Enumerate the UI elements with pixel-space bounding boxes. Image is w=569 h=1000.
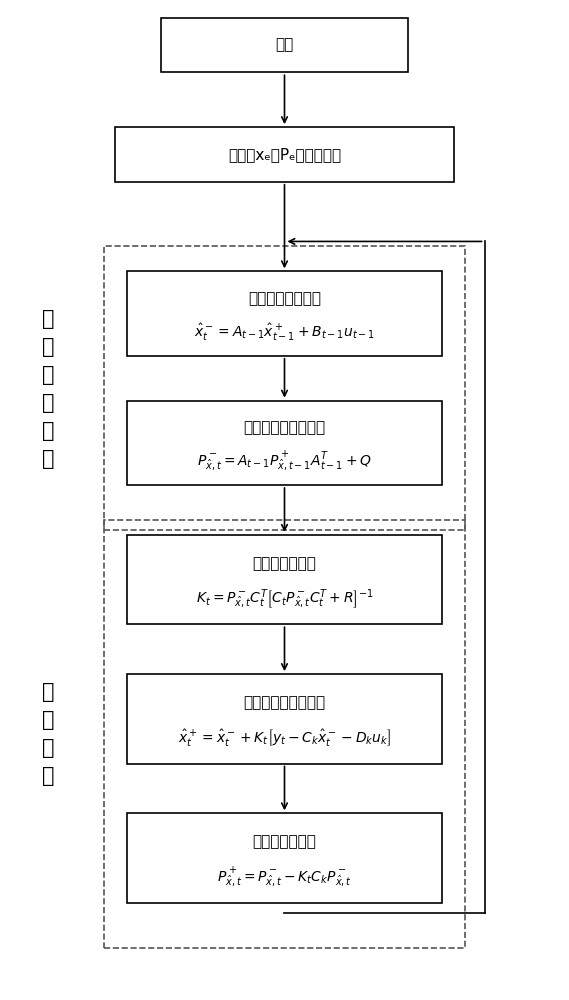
- Bar: [160, 18, 409, 72]
- Text: 向前推算状态变量: 向前推算状态变量: [248, 291, 321, 306]
- Text: 更新误差协方差: 更新误差协方差: [253, 834, 316, 849]
- Text: 状
态
时
间
更
新: 状 态 时 间 更 新: [42, 309, 54, 469]
- Bar: [127, 674, 442, 764]
- Bar: [104, 520, 465, 948]
- Text: 由观测值更新估计值: 由观测值更新估计值: [244, 695, 325, 710]
- Text: $\hat{x}^-_t = A_{t-1}\hat{x}^+_{t-1} + B_{t-1}u_{t-1}$: $\hat{x}^-_t = A_{t-1}\hat{x}^+_{t-1} + …: [194, 322, 375, 343]
- Bar: [104, 246, 465, 530]
- Text: 向前推算误差协方差: 向前推算误差协方差: [244, 420, 325, 435]
- Text: $K_t = P^-_{\hat{x},t}C^T_t\left[C_t P^-_{\hat{x},t}C^T_t + R\right]^{-1}$: $K_t = P^-_{\hat{x},t}C^T_t\left[C_t P^-…: [196, 588, 373, 611]
- Bar: [127, 401, 442, 485]
- Text: $P^-_{\hat{x},t} = A_{t-1}P^+_{\hat{x},t-1}A^T_{t-1} + Q$: $P^-_{\hat{x},t} = A_{t-1}P^+_{\hat{x},t…: [197, 450, 372, 473]
- Text: 量
测
更
新: 量 测 更 新: [42, 682, 54, 786]
- Bar: [127, 271, 442, 356]
- Text: $P^+_{\hat{x},t} = P^-_{\hat{x},t} - K_t C_k P^-_{\hat{x},t}$: $P^+_{\hat{x},t} = P^-_{\hat{x},t} - K_t…: [217, 866, 352, 889]
- Text: 计算卡尔曼增益: 计算卡尔曼增益: [253, 556, 316, 571]
- Bar: [127, 813, 442, 903]
- Text: $\hat{x}^+_t = \hat{x}^-_t + K_t\left[y_t - C_k\hat{x}^-_t - D_k u_k\right]$: $\hat{x}^+_t = \hat{x}^-_t + K_t\left[y_…: [178, 728, 391, 749]
- Bar: [127, 535, 442, 624]
- Text: 初始化xₑ和Pₑ的初始估计: 初始化xₑ和Pₑ的初始估计: [228, 147, 341, 162]
- Text: 开始: 开始: [275, 38, 294, 53]
- Bar: [116, 127, 453, 182]
